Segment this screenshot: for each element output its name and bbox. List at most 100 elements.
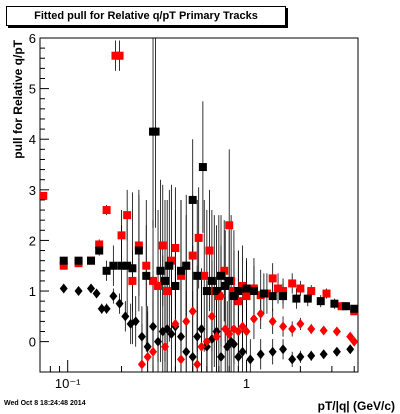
x-axis-label: pT/|q| (GeV/c) xyxy=(318,399,395,413)
data-point-diamond xyxy=(176,331,185,342)
data-point-square xyxy=(176,266,185,275)
data-point-square xyxy=(171,244,180,253)
data-point-diamond xyxy=(217,291,226,302)
data-point-diamond xyxy=(256,349,265,360)
data-point-square xyxy=(229,287,238,296)
data-point-square xyxy=(296,284,305,293)
data-point-square xyxy=(307,287,316,296)
data-point-square xyxy=(225,276,234,285)
data-point-diamond xyxy=(319,349,328,360)
y-tick-label: 3 xyxy=(29,183,36,198)
data-point-diamond xyxy=(332,326,341,337)
data-point-square xyxy=(279,287,288,296)
data-point-diamond xyxy=(346,344,355,355)
data-point-diamond xyxy=(246,354,255,365)
chart-title: Fitted pull for Relative q/pT Primary Tr… xyxy=(34,10,258,22)
axes: 0 1 2 3 4 5 6 10⁻¹ 1 xyxy=(29,31,355,391)
data-point-square xyxy=(167,256,176,265)
y-tick-label: 2 xyxy=(29,233,36,248)
data-point-square xyxy=(242,284,251,293)
data-point-diamond xyxy=(242,326,251,337)
data-point-diamond xyxy=(143,341,152,352)
data-point-square xyxy=(115,51,124,60)
data-point-diamond xyxy=(149,321,158,332)
timestamp: Wed Oct 8 18:24:48 2014 xyxy=(4,400,86,407)
data-point-square xyxy=(212,287,221,296)
data-point-square xyxy=(268,292,277,301)
data-point-square xyxy=(151,127,160,136)
data-point-square xyxy=(154,281,163,290)
data-point-diamond xyxy=(167,329,176,340)
data-point-square xyxy=(102,266,111,275)
data-point-diamond xyxy=(197,341,206,352)
data-point-diamond xyxy=(121,311,130,322)
data-point-square xyxy=(200,271,209,280)
y-tick-label: 0 xyxy=(29,335,36,350)
data-point-diamond xyxy=(182,346,191,357)
data-point-diamond xyxy=(268,346,277,357)
y-tick-label: 6 xyxy=(29,31,36,46)
data-point-square xyxy=(156,266,165,275)
data-point-diamond xyxy=(131,316,140,327)
data-point-square xyxy=(123,211,132,220)
data-point-diamond xyxy=(225,329,234,340)
data-point-diamond xyxy=(97,303,106,314)
data-point-square xyxy=(74,256,83,265)
data-point-diamond xyxy=(256,308,265,319)
y-tick-label: 4 xyxy=(29,132,36,147)
data-point-diamond xyxy=(176,354,185,365)
data-point-square xyxy=(242,292,251,301)
data-point-square xyxy=(220,266,229,275)
data-point-square xyxy=(188,195,197,204)
data-point-square xyxy=(165,261,174,270)
data-point-diamond xyxy=(296,318,305,329)
data-point-square xyxy=(59,256,68,265)
data-point-diamond xyxy=(234,351,243,362)
plot-frame xyxy=(39,37,359,373)
data-point-square xyxy=(182,261,191,270)
data-point-square xyxy=(134,241,143,250)
y-axis-label: pull for Relative q/pT xyxy=(11,39,25,158)
data-point-diamond xyxy=(221,323,230,334)
data-point-diamond xyxy=(217,351,226,362)
data-point-diamond xyxy=(87,283,96,294)
data-point-square xyxy=(207,276,216,285)
data-point-square xyxy=(229,292,238,301)
data-point-square xyxy=(171,281,180,290)
data-point-diamond xyxy=(307,323,316,334)
data-point-square xyxy=(142,271,151,280)
data-point-diamond xyxy=(59,283,68,294)
data-point-square xyxy=(117,261,126,270)
data-point-diamond xyxy=(197,323,206,334)
data-point-square xyxy=(158,241,167,250)
data-point-square xyxy=(111,51,120,60)
data-point-diamond xyxy=(92,288,101,299)
data-point-square xyxy=(202,287,211,296)
data-point-square xyxy=(234,287,243,296)
data-point-diamond xyxy=(188,306,197,317)
data-point-diamond xyxy=(182,316,191,327)
data-point-diamond xyxy=(207,311,216,322)
data-point-square xyxy=(337,302,346,311)
data-point-square xyxy=(249,287,258,296)
data-point-diamond xyxy=(249,313,258,324)
data-point-diamond xyxy=(109,291,118,302)
data-point-square xyxy=(342,302,351,311)
data-point-diamond xyxy=(350,336,359,347)
data-point-diamond xyxy=(229,339,238,350)
data-point-square xyxy=(303,294,312,303)
data-point-diamond xyxy=(307,350,316,361)
data-point-diamond xyxy=(288,323,297,334)
data-point-square xyxy=(194,233,203,242)
y-tick-label: 1 xyxy=(29,284,36,299)
data-point-diamond xyxy=(74,286,83,297)
data-point-square xyxy=(205,246,214,255)
data-point-diamond xyxy=(279,321,288,332)
data-point-square xyxy=(288,279,297,288)
data-point-square xyxy=(268,274,277,283)
data-point-square xyxy=(234,297,243,306)
data-point-square xyxy=(188,251,197,260)
data-point-diamond xyxy=(193,359,202,370)
data-point-square xyxy=(279,292,288,301)
